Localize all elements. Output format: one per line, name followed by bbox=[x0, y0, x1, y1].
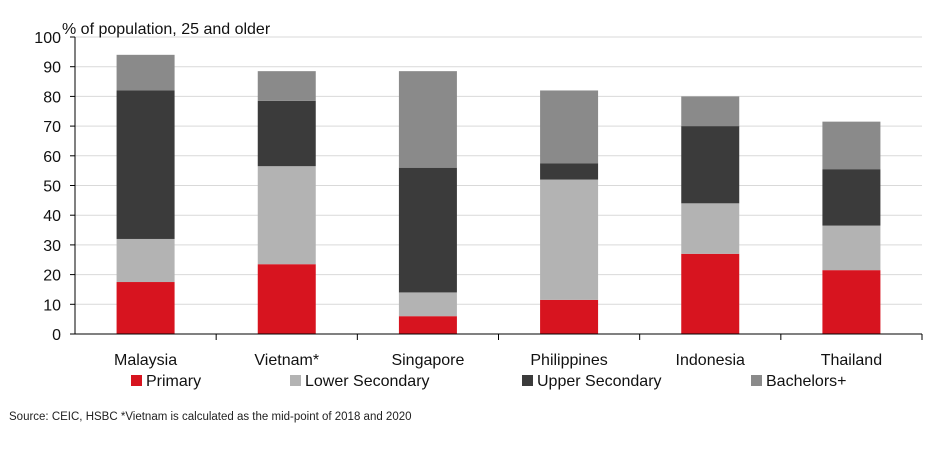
x-tick-labels: Malaysia Vietnam* Singapore Philippines Indo… bbox=[114, 334, 923, 369]
stacked-bar-chart: 0 10 20 30 40 50 60 70 80 90 100 Malaysia Vietnam* S… bbox=[34, 21, 923, 390]
x-tick-label: Indonesia bbox=[676, 352, 745, 369]
bar-segment bbox=[822, 169, 881, 226]
y-tick-labels: 0 10 20 30 40 50 60 70 80 90 100 bbox=[34, 30, 75, 344]
bar-segment bbox=[681, 203, 740, 254]
bar-segment bbox=[116, 238, 175, 283]
legend-label: Primary bbox=[146, 373, 201, 390]
bar-segment bbox=[257, 71, 316, 101]
bar-segment bbox=[540, 163, 599, 180]
bar-segment bbox=[540, 90, 599, 164]
y-tick-label: 10 bbox=[43, 297, 61, 314]
bar-segment bbox=[257, 264, 316, 334]
bar-segment bbox=[398, 292, 457, 317]
bar-segment bbox=[398, 316, 457, 334]
source-note: Source: CEIC, HSBC *Vietnam is calculate… bbox=[9, 411, 412, 423]
bar-segment bbox=[257, 100, 316, 167]
legend-swatch bbox=[131, 375, 142, 386]
bar-segment bbox=[822, 121, 881, 170]
legend-label: Bachelors+ bbox=[766, 373, 847, 390]
y-tick-label: 50 bbox=[43, 179, 61, 196]
bar-segment bbox=[398, 167, 457, 293]
y-tick-label: 100 bbox=[34, 30, 61, 47]
y-axis-label: % of population, 25 and older bbox=[62, 21, 271, 38]
legend: Primary Lower Secondary Upper Secondary Bac… bbox=[131, 373, 847, 390]
x-tick-label: Thailand bbox=[821, 352, 882, 369]
y-tick-label: 80 bbox=[43, 89, 61, 106]
bar-segment bbox=[822, 225, 881, 271]
y-tick-label: 20 bbox=[43, 268, 61, 285]
bar-segment bbox=[681, 126, 740, 204]
y-tick-label: 70 bbox=[43, 119, 61, 136]
y-tick-label: 90 bbox=[43, 60, 61, 77]
bar-segment bbox=[398, 71, 457, 168]
y-tick-label: 60 bbox=[43, 149, 61, 166]
bar-segment bbox=[257, 166, 316, 265]
bar-segment bbox=[116, 90, 175, 239]
x-tick-label: Malaysia bbox=[114, 352, 177, 369]
bar-segment bbox=[540, 299, 599, 334]
y-tick-label: 0 bbox=[52, 327, 61, 344]
bar-segment bbox=[822, 270, 881, 334]
x-tick-label: Philippines bbox=[530, 352, 607, 369]
legend-label: Lower Secondary bbox=[305, 373, 430, 390]
legend-swatch bbox=[290, 375, 301, 386]
legend-swatch bbox=[751, 375, 762, 386]
legend-label: Upper Secondary bbox=[537, 373, 662, 390]
x-tick-label: Vietnam* bbox=[254, 352, 319, 369]
y-tick-label: 40 bbox=[43, 208, 61, 225]
x-tick-label: Singapore bbox=[391, 352, 464, 369]
bar-segment bbox=[681, 253, 740, 334]
bar-segment bbox=[116, 282, 175, 334]
bars bbox=[116, 54, 881, 334]
y-tick-label: 30 bbox=[43, 238, 61, 255]
bar-segment bbox=[681, 96, 740, 127]
legend-swatch bbox=[522, 375, 533, 386]
gridlines bbox=[75, 36, 922, 305]
bar-segment bbox=[540, 179, 599, 300]
bar-segment bbox=[116, 54, 175, 91]
